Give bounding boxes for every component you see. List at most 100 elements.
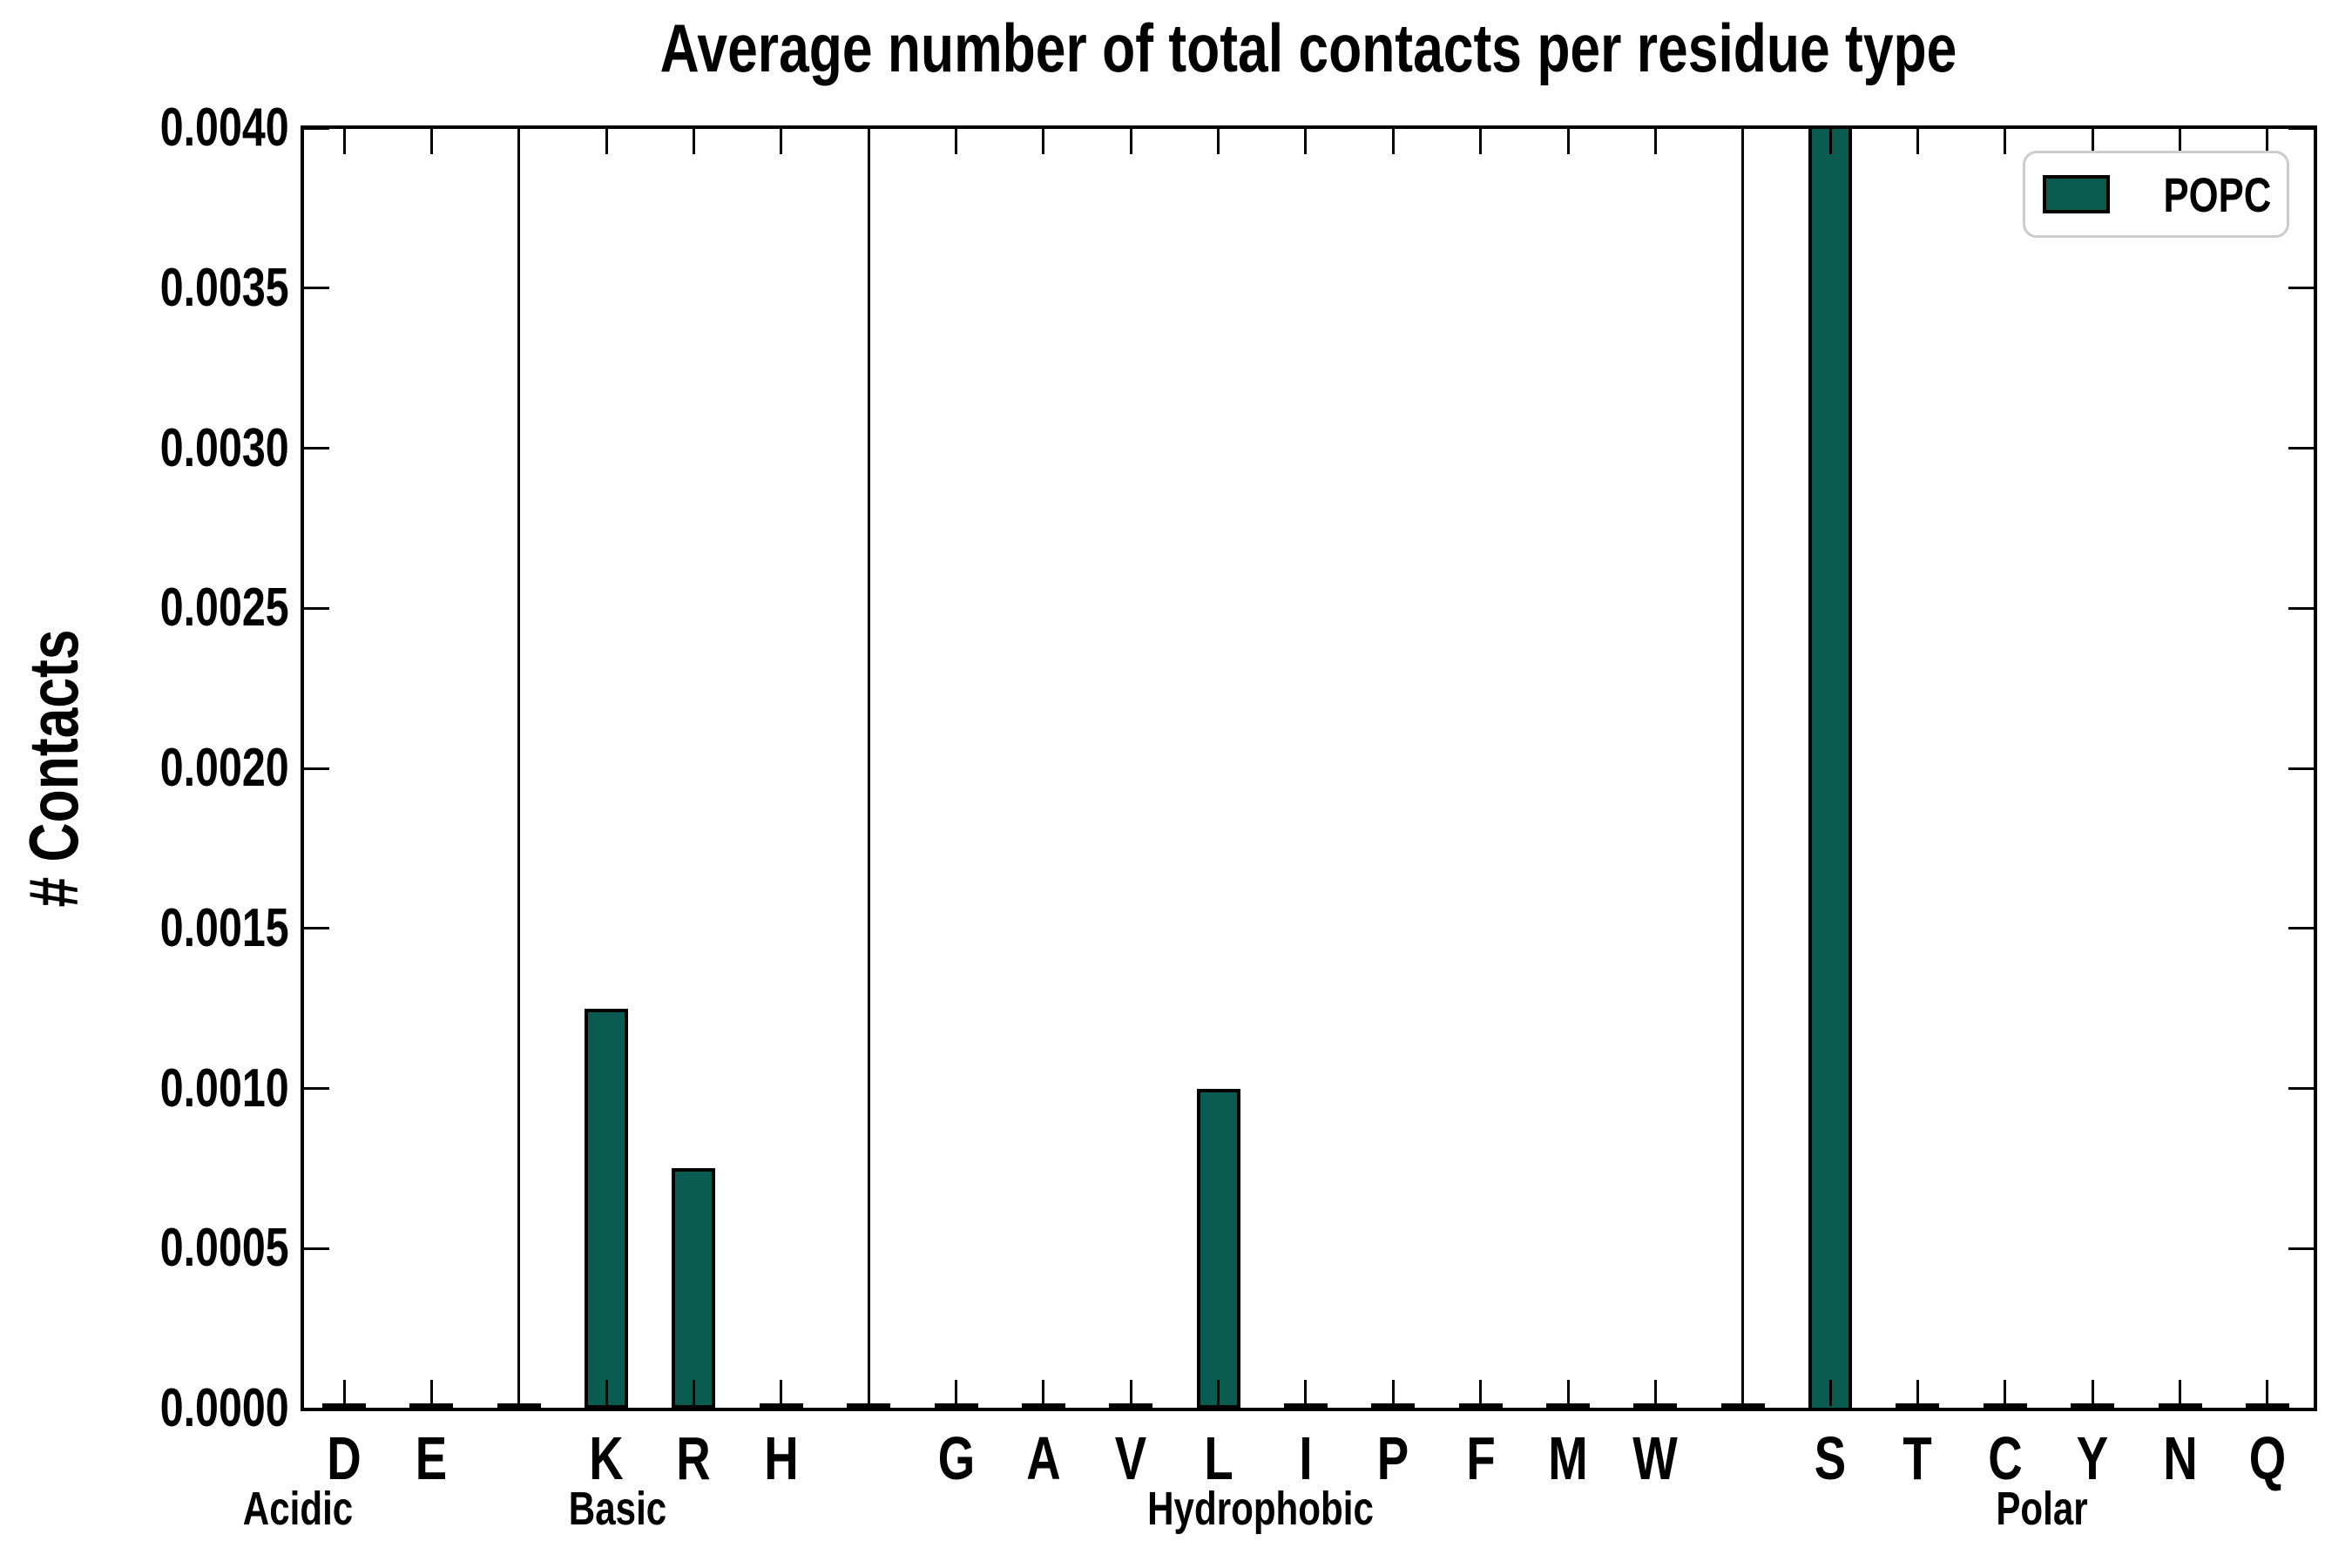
x-tick-label-G: G: [932, 1427, 979, 1490]
y-tick-label: 0.0040: [28, 101, 289, 155]
right-y-tick: [2288, 1407, 2315, 1410]
x-tick-label-text: L: [1203, 1424, 1233, 1492]
top-x-tick-T: [1916, 128, 1919, 154]
x-tick-T: [1916, 1380, 1919, 1406]
top-x-tick-M: [1566, 128, 1570, 154]
x-tick-label-text: F: [1465, 1424, 1496, 1492]
group-divider: [517, 125, 521, 1411]
group-label-text: Hydrophobic: [1147, 1483, 1374, 1535]
zero-bar-I: [1283, 1403, 1328, 1409]
zero-bar-M: [1546, 1403, 1591, 1409]
zero-bar-E: [409, 1403, 454, 1409]
bar-L: [1196, 1088, 1240, 1409]
x-tick-label-text: Q: [2248, 1424, 2287, 1492]
zero-bar-N: [2158, 1403, 2202, 1409]
x-tick-label-C: C: [1984, 1427, 2028, 1490]
x-tick-P: [1391, 1380, 1395, 1406]
x-tick-label-F: F: [1462, 1427, 1499, 1490]
x-tick-G: [955, 1380, 958, 1406]
y-tick-label: 0.0030: [28, 421, 289, 476]
y-tick: [303, 767, 329, 770]
right-y-tick: [2288, 1087, 2315, 1090]
zero-bar-W: [1633, 1403, 1678, 1409]
x-tick-F: [1479, 1380, 1483, 1406]
x-tick-label-text: S: [1814, 1424, 1847, 1492]
legend-swatch-popc: [2043, 175, 2111, 213]
zero-bar-F: [1458, 1403, 1503, 1409]
right-y-tick: [2288, 447, 2315, 449]
x-tick-label-S: S: [1810, 1427, 1851, 1490]
x-tick-label-I: I: [1297, 1427, 1314, 1490]
top-x-tick-P: [1391, 128, 1395, 154]
zero-bar-D: [322, 1403, 366, 1409]
zero-bar-A: [1021, 1403, 1065, 1409]
y-tick-label: 0.0000: [28, 1382, 289, 1436]
x-tick-label-text: P: [1377, 1424, 1409, 1492]
top-x-tick-G: [955, 128, 958, 154]
bar-S: [1808, 128, 1853, 1409]
x-tick-label-V: V: [1111, 1427, 1152, 1490]
x-tick-label-L: L: [1200, 1427, 1237, 1490]
y-tick-label-text: 0.0005: [160, 1218, 289, 1279]
top-x-tick-V: [1129, 128, 1132, 154]
x-tick-label-text: A: [1026, 1424, 1061, 1492]
x-tick-label-text: E: [416, 1424, 448, 1492]
y-tick-label-text: 0.0040: [160, 98, 289, 158]
top-x-tick-L: [1217, 128, 1220, 154]
x-tick-L: [1217, 1380, 1220, 1406]
y-tick: [303, 1087, 329, 1090]
y-tick: [303, 1247, 329, 1250]
x-tick-label-M: M: [1543, 1427, 1593, 1490]
x-tick-Y: [2091, 1380, 2094, 1406]
x-tick-label-Q: Q: [2244, 1427, 2291, 1490]
x-tick-label-text: C: [1988, 1424, 2023, 1492]
x-tick-label-text: V: [1115, 1424, 1147, 1492]
y-tick-label: 0.0010: [28, 1058, 289, 1119]
y-tick-label: 0.0020: [28, 741, 289, 795]
zero-bar-P: [1371, 1403, 1416, 1409]
y-tick-label-text: 0.0035: [160, 257, 289, 318]
x-tick-W: [1653, 1380, 1657, 1406]
group-label-hydrophobic: Hydrophobic: [1116, 1484, 1406, 1533]
page-title: Average number of total contacts per res…: [498, 9, 2119, 87]
zero-bar: [497, 1403, 541, 1409]
y-tick-label-text: 0.0020: [160, 738, 289, 798]
zero-bar-Q: [2245, 1403, 2289, 1409]
top-x-tick-Q: [2266, 128, 2269, 154]
y-tick-label: 0.0025: [28, 581, 289, 635]
top-x-tick-S: [1828, 128, 1832, 154]
x-tick-Q: [2266, 1380, 2269, 1406]
group-label-basic: Basic: [555, 1484, 680, 1533]
y-tick: [303, 606, 329, 610]
x-tick-R: [692, 1380, 695, 1406]
group-label-polar: Polar: [1983, 1484, 2100, 1533]
y-tick-label-text: 0.0010: [160, 1058, 289, 1119]
x-tick-label-text: R: [676, 1424, 712, 1492]
x-tick-label-text: T: [1903, 1424, 1933, 1492]
page-title-text: Average number of total contacts per res…: [659, 10, 1957, 86]
x-tick-label-Y: Y: [2072, 1427, 2113, 1490]
zero-bar-V: [1109, 1403, 1153, 1409]
top-x-tick-K: [605, 128, 608, 154]
x-tick-D: [342, 1380, 346, 1406]
top-x-tick-W: [1653, 128, 1657, 154]
y-tick: [303, 927, 329, 930]
x-tick-label-E: E: [411, 1427, 452, 1490]
right-y-tick: [2288, 1247, 2315, 1250]
x-tick-H: [780, 1380, 783, 1406]
y-tick-label-text: 0.0025: [160, 578, 289, 639]
x-tick-label-text: H: [764, 1424, 799, 1492]
top-x-tick-F: [1479, 128, 1483, 154]
x-tick-V: [1129, 1380, 1132, 1406]
top-x-tick-A: [1042, 128, 1045, 154]
top-x-tick-C: [2004, 128, 2007, 154]
x-tick-I: [1304, 1380, 1308, 1406]
group-label-text: Polar: [1996, 1483, 2088, 1535]
top-x-tick-Y: [2091, 128, 2094, 154]
x-tick-label-text: W: [1632, 1424, 1679, 1492]
x-tick-label-R: R: [672, 1427, 716, 1490]
bar-K: [585, 1008, 629, 1409]
top-x-tick-R: [692, 128, 695, 154]
group-label-acidic: Acidic: [227, 1484, 368, 1533]
y-tick-label: 0.0015: [28, 901, 289, 956]
